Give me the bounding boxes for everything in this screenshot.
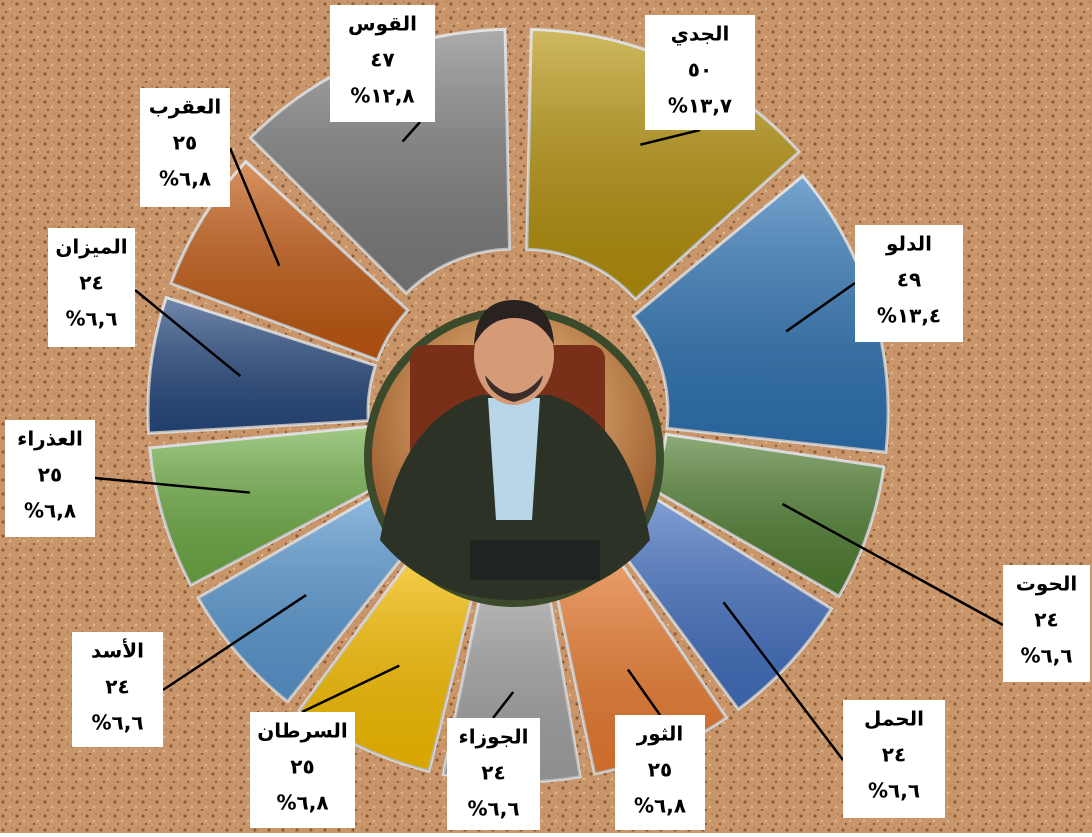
category-label: العذراء [17,427,83,451]
value-label: ٢٤ [79,271,103,295]
value-label: ٢٥ [38,463,62,487]
percent-label: %٦,٨ [159,167,211,191]
percent-label: %٦,٦ [91,711,143,735]
percent-label: %٦,٨ [24,499,76,523]
percent-label: %٦,٦ [1020,644,1072,668]
category-label: الثور [636,722,684,746]
percent-label: %٦,٨ [276,791,328,815]
shirt [488,398,540,520]
category-label: الدلو [885,232,932,256]
desk [470,540,600,580]
percent-label: %٦,٦ [65,307,117,331]
value-label: ٢٤ [481,761,505,785]
category-label: السرطان [257,719,348,743]
value-label: ٢٥ [648,758,672,782]
category-label: الجوزاء [459,725,529,749]
category-label: الحمل [864,707,924,731]
value-label: ٢٤ [1034,608,1058,632]
percent-label: %٦,٦ [467,797,519,821]
percent-label: %٦,٨ [634,794,686,818]
value-label: ٤٩ [897,268,921,292]
category-label: العقرب [149,95,222,119]
category-label: الجدي [671,22,730,47]
category-label: القوس [348,12,417,36]
value-label: ٤٧ [370,48,394,72]
value-label: ٥٠ [688,58,712,82]
chart: الجدي ٥٠ %١٣,٧ الدلو ٤٩ %١٣,٤ الحوت ٢٤ %٦,٦ الحمل… [0,0,1092,833]
percent-label: %١٣,٤ [877,304,941,328]
category-label: الحوت [1016,572,1077,596]
percent-label: %١٣,٧ [668,94,732,118]
category-label: الميزان [55,235,127,259]
percent-label: %١٢,٨ [350,84,414,108]
value-label: ٢٥ [173,131,197,155]
value-label: ٢٤ [105,675,129,699]
value-label: ٢٤ [882,743,906,767]
percent-label: %٦,٦ [868,779,920,803]
value-label: ٢٥ [290,755,314,779]
category-label: الأسد [91,638,144,663]
